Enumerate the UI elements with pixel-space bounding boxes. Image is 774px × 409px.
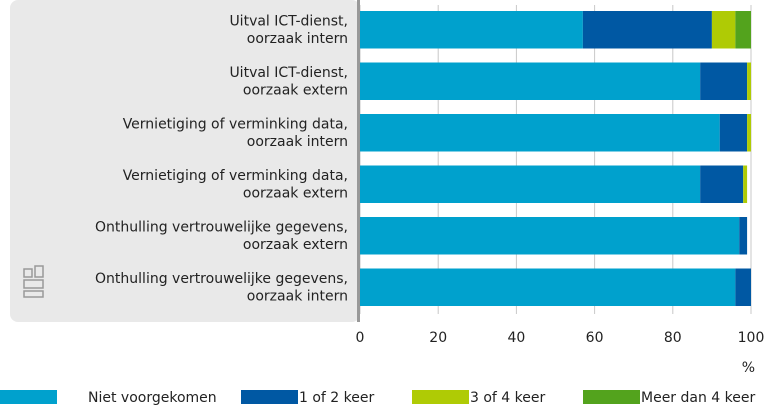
x-tick-label: 60 [586, 330, 604, 346]
legend-label: 3 of 4 keer [470, 390, 545, 406]
legend-swatch [412, 390, 469, 404]
bar-segment [747, 114, 751, 152]
category-label: Uitval ICT-dienst, oorzaak extern [229, 65, 348, 99]
x-tick-label: 0 [356, 330, 365, 346]
bar-segment [735, 11, 751, 49]
legend-label: 1 of 2 keer [299, 390, 374, 406]
bar-segment [360, 268, 736, 306]
bar-segment [360, 62, 701, 100]
legend-label: Niet voorgekomen [88, 390, 217, 406]
bar-segment [747, 62, 751, 100]
bar-segment [711, 11, 736, 49]
x-tick-label: 80 [664, 330, 682, 346]
bar-segment [739, 217, 748, 255]
label-panel [10, 0, 360, 322]
bar-segment [735, 268, 751, 306]
bar-segment [700, 165, 744, 203]
category-label: Vernietiging of verminking data, oorzaak … [123, 116, 348, 150]
bar-segment [360, 11, 583, 49]
bar-segment [743, 165, 748, 203]
bar-segment [719, 114, 748, 152]
legend-label: Meer dan 4 keer [641, 390, 755, 406]
category-label: Uitval ICT-dienst, oorzaak intern [229, 13, 348, 47]
category-label: Vernietiging of verminking data, oorzaak … [123, 168, 348, 202]
x-tick-label: 20 [429, 330, 447, 346]
category-label: Onthulling vertrouwelijke gegevens, oorza… [95, 219, 348, 253]
bar-segment [360, 217, 740, 255]
x-tick-label: 100 [738, 330, 765, 346]
cbs-logo [23, 265, 44, 298]
bar-segment [700, 62, 748, 100]
legend-swatch [0, 390, 57, 404]
category-label: Onthulling vertrouwelijke gegevens, oorza… [95, 271, 348, 305]
bar-segment [582, 11, 712, 49]
bar-segment [360, 165, 701, 203]
legend-swatch [241, 390, 298, 404]
bar-segment [360, 114, 720, 152]
x-tick-label: 40 [507, 330, 525, 346]
legend-swatch [583, 390, 640, 404]
x-axis-label: % [742, 360, 755, 376]
